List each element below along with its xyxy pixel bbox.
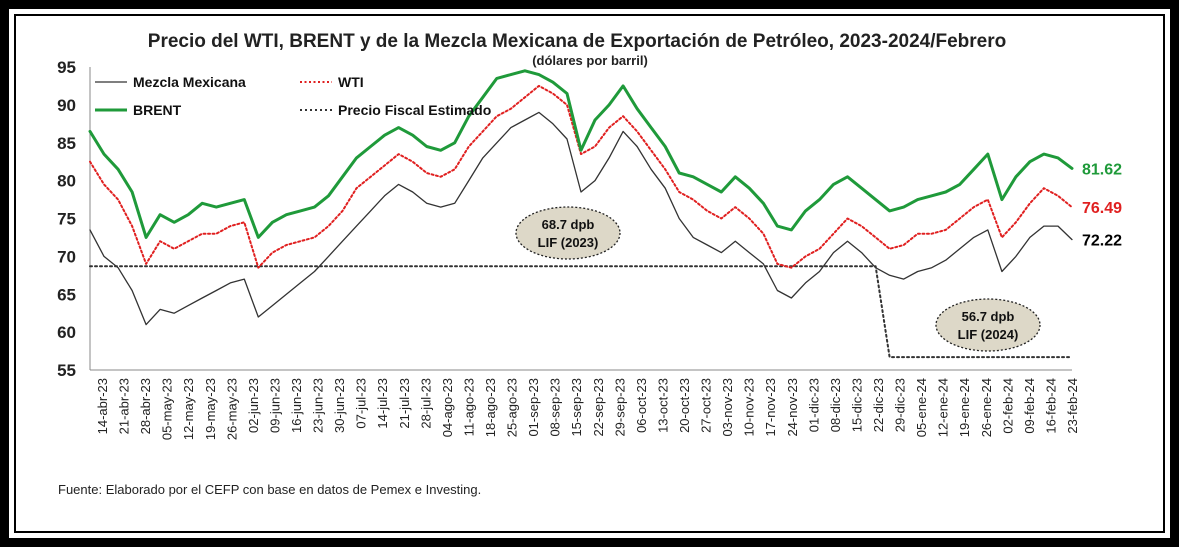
y-tick-label: 90 <box>57 96 76 115</box>
series-line-mezcla-mexicana <box>89 111 1073 326</box>
annotation-line2: LIF (2024) <box>958 327 1019 342</box>
x-tick-label: 09-feb-24 <box>1022 378 1037 434</box>
end-label: 72.22 <box>1082 233 1122 250</box>
x-tick-label: 17-nov-23 <box>763 378 778 437</box>
x-tick-label: 19-may-23 <box>203 378 218 440</box>
x-tick-label: 08-sep-23 <box>548 378 563 437</box>
x-tick-label: 15-sep-23 <box>569 378 584 437</box>
end-label: 76.49 <box>1082 200 1122 217</box>
x-tick-label: 02-jun-23 <box>246 378 261 433</box>
x-tick-label: 12-ene-24 <box>936 378 951 437</box>
x-tick-label: 21-jul-23 <box>397 378 412 429</box>
y-axis: 95 90 85 80 75 70 65 60 55 <box>57 58 91 380</box>
legend-item: Precio Fiscal Estimado <box>300 102 491 118</box>
inner-frame <box>14 14 1165 533</box>
x-tick-label: 03-nov-23 <box>720 378 735 437</box>
annotation-line2: LIF (2023) <box>538 235 599 250</box>
annotation-callout: 68.7 dpb LIF (2023) <box>515 206 621 260</box>
legend-item: WTI <box>300 74 364 90</box>
x-tick-label: 12-may-23 <box>181 378 196 440</box>
x-tick-label: 26-may-23 <box>224 378 239 440</box>
chart-title: Precio del WTI, BRENT y de la Mezcla Mex… <box>148 31 1006 52</box>
source-note: Fuente: Elaborado por el CEFP con base e… <box>58 482 481 497</box>
x-tick-label: 01-sep-23 <box>526 378 541 437</box>
x-tick-label: 29-dic-23 <box>893 378 908 432</box>
x-tick-label: 19-ene-24 <box>957 378 972 437</box>
x-tick-label: 13-oct-23 <box>655 378 670 433</box>
x-tick-label: 24-nov-23 <box>785 378 800 437</box>
y-tick-label: 70 <box>57 247 76 266</box>
series-line-wti <box>89 84 1073 269</box>
x-tick-label: 06-oct-23 <box>634 378 649 433</box>
x-tick-label: 04-ago-23 <box>440 378 455 437</box>
x-tick-label: 23-jun-23 <box>311 378 326 433</box>
x-axis: 14-abr-23 21-abr-23 28-abr-23 05-may-23 12-m… <box>90 369 1080 440</box>
y-tick-label: 65 <box>57 285 76 304</box>
end-label: 81.62 <box>1082 161 1122 178</box>
x-tick-label: 30-jun-23 <box>332 378 347 433</box>
x-tick-label: 16-feb-24 <box>1043 378 1058 434</box>
legend-label: BRENT <box>133 102 182 118</box>
legend-label: WTI <box>338 74 364 90</box>
x-tick-label: 14-abr-23 <box>95 378 110 434</box>
annotation-ellipse <box>515 206 621 260</box>
plot-lines <box>88 69 1074 359</box>
x-tick-label: 26-ene-24 <box>979 378 994 437</box>
y-tick-label: 80 <box>57 172 76 191</box>
x-tick-label: 02-feb-24 <box>1000 378 1015 434</box>
x-tick-label: 08-dic-23 <box>828 378 843 432</box>
x-tick-label: 11-ago-23 <box>461 378 476 436</box>
x-tick-label: 22-sep-23 <box>591 378 606 437</box>
x-tick-label: 07-jul-23 <box>354 378 369 429</box>
x-tick-label: 28-jul-23 <box>418 378 433 429</box>
x-tick-label: 25-ago-23 <box>505 378 520 437</box>
x-tick-label: 22-dic-23 <box>871 378 886 432</box>
y-tick-label: 95 <box>57 58 76 77</box>
legend-item: Mezcla Mexicana <box>95 74 246 90</box>
legend-label: Precio Fiscal Estimado <box>338 102 491 118</box>
series-line-precio-fiscal-estimado <box>89 265 1073 359</box>
x-tick-label: 05-may-23 <box>160 378 175 440</box>
x-tick-label: 16-jun-23 <box>289 378 304 433</box>
x-tick-label: 09-jun-23 <box>267 378 282 433</box>
annotation-ellipse <box>935 298 1041 352</box>
end-labels: 81.62 76.49 72.22 <box>1082 161 1122 249</box>
series-line-brent <box>88 69 1074 239</box>
annotation-callout: 56.7 dpb LIF (2024) <box>935 298 1041 352</box>
legend-item: BRENT <box>95 102 182 118</box>
x-tick-label: 18-ago-23 <box>483 378 498 437</box>
y-tick-label: 85 <box>57 134 76 153</box>
x-tick-label: 23-feb-24 <box>1065 378 1080 434</box>
x-tick-label: 29-sep-23 <box>612 378 627 437</box>
legend-label: Mezcla Mexicana <box>133 74 246 90</box>
x-tick-label: 21-abr-23 <box>117 378 132 434</box>
x-tick-label: 20-oct-23 <box>677 378 692 433</box>
chart-subtitle: (dólares por barril) <box>532 53 648 68</box>
x-tick-label: 28-abr-23 <box>138 378 153 434</box>
x-tick-label: 27-oct-23 <box>699 378 714 433</box>
x-tick-label: 10-nov-23 <box>742 378 757 437</box>
legend: Mezcla Mexicana WTI BRENT Precio Fiscal Est… <box>95 74 491 118</box>
x-tick-label: 14-jul-23 <box>375 378 390 429</box>
annotations: 68.7 dpb LIF (2023) 56.7 dpb LIF (2024) <box>515 206 1041 352</box>
y-tick-label: 75 <box>57 210 76 229</box>
x-tick-label: 15-dic-23 <box>849 378 864 432</box>
y-tick-label: 55 <box>57 361 76 380</box>
annotation-line1: 56.7 dpb <box>962 309 1015 324</box>
x-tick-label: 01-dic-23 <box>806 378 821 432</box>
annotation-line1: 68.7 dpb <box>542 217 595 232</box>
x-tick-label: 05-ene-24 <box>914 378 929 437</box>
y-tick-label: 60 <box>57 323 76 342</box>
